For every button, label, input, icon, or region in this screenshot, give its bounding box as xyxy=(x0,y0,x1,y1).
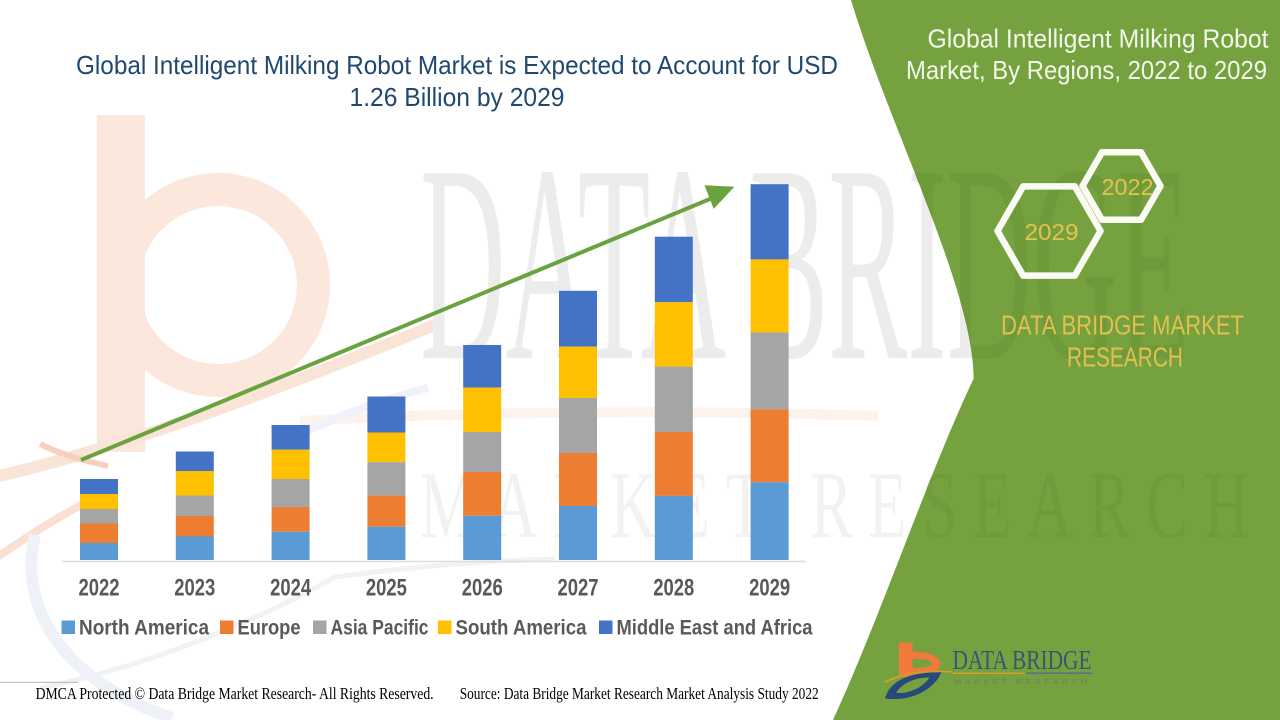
svg-text:RESEARCH: RESEARCH xyxy=(1067,342,1183,373)
svg-text:2022: 2022 xyxy=(1102,174,1154,200)
svg-text:2028: 2028 xyxy=(653,575,694,602)
svg-text:DATA BRIDGE: DATA BRIDGE xyxy=(953,645,1092,675)
svg-text:2026: 2026 xyxy=(462,575,503,602)
svg-text:Market, By Regions, 2022 to 20: Market, By Regions, 2022 to 2029 xyxy=(906,55,1267,85)
svg-text:2024: 2024 xyxy=(270,575,312,602)
svg-text:Global Intelligent Milking Rob: Global Intelligent Milking Robot xyxy=(928,24,1270,54)
svg-text:2023: 2023 xyxy=(174,575,215,602)
svg-text:MARKET RESEARCH: MARKET RESEARCH xyxy=(954,677,1091,686)
svg-text:Middle East and Africa: Middle East and Africa xyxy=(617,617,813,640)
svg-text:1.26 Billion by 2029: 1.26 Billion by 2029 xyxy=(350,82,565,112)
svg-text:Global Intelligent Milking Rob: Global Intelligent Milking Robot Market … xyxy=(76,50,838,80)
svg-text:DATA BRIDGE MARKET: DATA BRIDGE MARKET xyxy=(1001,310,1244,341)
svg-text:2029: 2029 xyxy=(1025,219,1079,245)
svg-text:2027: 2027 xyxy=(558,575,599,602)
svg-text:Europe: Europe xyxy=(238,617,301,640)
svg-text:Source: Data Bridge Market Res: Source: Data Bridge Market Research Mark… xyxy=(460,684,819,703)
svg-text:2029: 2029 xyxy=(749,575,790,602)
svg-text:North America: North America xyxy=(79,617,209,640)
svg-text:DMCA Protected © Data Bridge M: DMCA Protected © Data Bridge Market Rese… xyxy=(36,684,434,703)
svg-text:2022: 2022 xyxy=(79,575,120,602)
svg-text:South America: South America xyxy=(456,617,587,640)
svg-text:2025: 2025 xyxy=(366,575,407,602)
svg-text:Asia Pacific: Asia Pacific xyxy=(331,617,429,640)
